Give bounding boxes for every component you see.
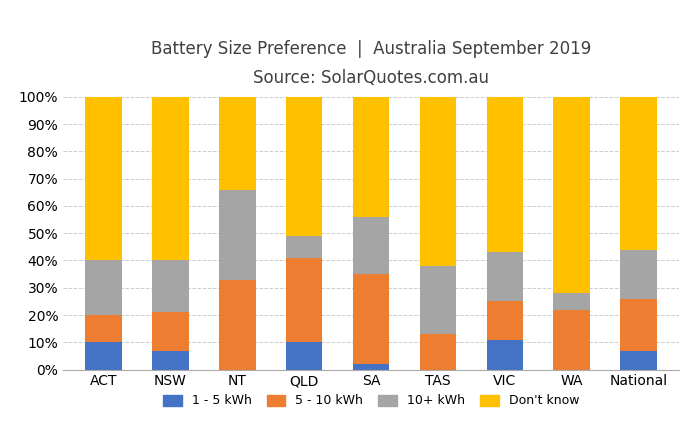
- Bar: [152, 351, 188, 370]
- Bar: [85, 97, 122, 260]
- Bar: [419, 266, 456, 334]
- Bar: [85, 260, 122, 315]
- Bar: [286, 97, 323, 236]
- Bar: [620, 97, 657, 249]
- Bar: [620, 351, 657, 370]
- Bar: [85, 342, 122, 370]
- Bar: [152, 260, 188, 312]
- Bar: [554, 97, 590, 293]
- Bar: [486, 252, 524, 301]
- Legend: 1 - 5 kWh, 5 - 10 kWh, 10+ kWh, Don't know: 1 - 5 kWh, 5 - 10 kWh, 10+ kWh, Don't kn…: [158, 389, 584, 412]
- Bar: [554, 310, 590, 370]
- Title: Battery Size Preference  |  Australia September 2019
Source: SolarQuotes.com.au: Battery Size Preference | Australia Sept…: [151, 40, 591, 87]
- Bar: [486, 301, 524, 340]
- Bar: [85, 315, 122, 342]
- Bar: [218, 190, 256, 279]
- Bar: [286, 236, 323, 258]
- Bar: [218, 279, 256, 370]
- Bar: [353, 364, 389, 370]
- Bar: [286, 258, 323, 342]
- Bar: [486, 97, 524, 252]
- Bar: [419, 334, 456, 370]
- Bar: [353, 217, 389, 274]
- Bar: [554, 293, 590, 310]
- Bar: [620, 299, 657, 351]
- Bar: [419, 97, 456, 266]
- Bar: [152, 312, 188, 351]
- Bar: [486, 340, 524, 370]
- Bar: [286, 342, 323, 370]
- Bar: [620, 249, 657, 299]
- Bar: [353, 274, 389, 364]
- Bar: [218, 97, 256, 190]
- Bar: [353, 97, 389, 217]
- Bar: [152, 97, 188, 260]
